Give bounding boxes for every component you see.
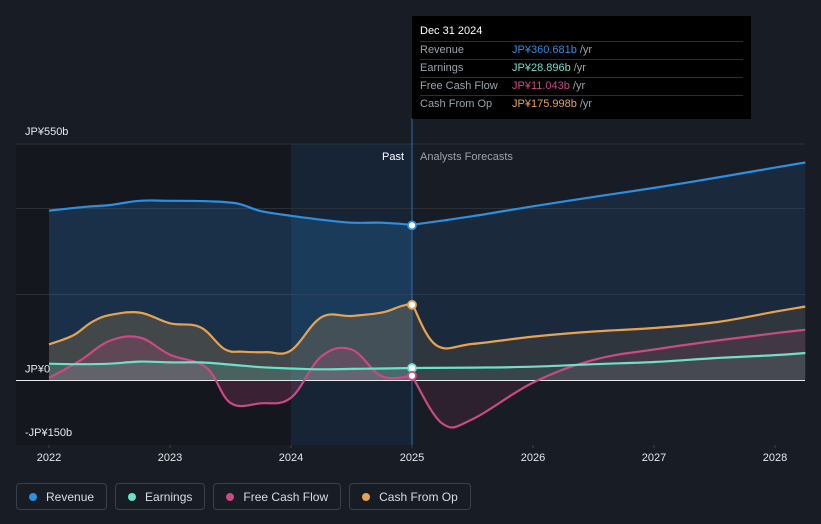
y-tick-label: JP¥0 [25, 364, 50, 376]
tooltip-row-free-cash-flow: Free Cash Flow JP¥11.043b /yr [420, 77, 743, 95]
y-tick-label: JP¥550b [25, 126, 68, 138]
data-tooltip: Dec 31 2024 Revenue JP¥360.681b /yr Earn… [412, 16, 751, 119]
tooltip-label: Earnings [420, 62, 464, 74]
free-cash-flow-forecast-area [412, 329, 806, 428]
tooltip-value: JP¥360.681b [512, 44, 577, 56]
earnings-forecast-area [412, 353, 806, 381]
earnings-dot-icon [128, 492, 137, 501]
earnings-forecast-line [411, 351, 806, 370]
legend-item-revenue[interactable]: Revenue [16, 483, 108, 510]
tooltip-label: Cash From Op [420, 98, 493, 110]
past-label: Past [382, 151, 404, 163]
legend-label: Free Cash Flow [243, 489, 329, 504]
tooltip-unit: /yr [573, 62, 586, 74]
legend-item-earnings[interactable]: Earnings [115, 483, 206, 510]
tooltip-label: Revenue [420, 44, 465, 56]
x-tick-label: 2022 [37, 452, 61, 464]
x-tick-label: 2027 [642, 452, 666, 464]
free-cash-flow-forecast-line [411, 328, 806, 429]
free-cash-flow-marker [407, 370, 417, 381]
tooltip-value: JP¥175.998b [512, 98, 577, 110]
forecast-label: Analysts Forecasts [420, 151, 513, 163]
x-tick-label: 2028 [763, 452, 787, 464]
tooltip-date: Dec 31 2024 [420, 25, 483, 37]
free-cash-flow-dot-icon [226, 492, 235, 501]
legend-item-free-cash-flow[interactable]: Free Cash Flow [213, 483, 342, 510]
x-tick-label: 2024 [279, 452, 303, 464]
legend-label: Earnings [145, 489, 193, 504]
cash-from-op-marker [407, 299, 417, 310]
x-tick-label: 2026 [521, 452, 545, 464]
free-cash-flow-past-area [49, 336, 412, 407]
free-cash-flow-past-line [48, 335, 413, 408]
legend-label: Revenue [46, 489, 95, 504]
revenue-forecast-line [411, 161, 806, 226]
earnings-past-line [48, 360, 413, 371]
y-tick-label: -JP¥150b [25, 427, 72, 439]
x-tick-label: 2025 [400, 452, 424, 464]
cash-from-op-past-line [48, 302, 413, 355]
tooltip-label: Free Cash Flow [420, 80, 498, 92]
legend-item-cash-from-op[interactable]: Cash From Op [349, 483, 471, 510]
tooltip-unit: /yr [579, 44, 593, 56]
earnings-past-area [49, 361, 412, 381]
cash-from-op-forecast-line [411, 302, 806, 350]
revenue-past-area [49, 200, 412, 381]
cash-from-op-forecast-area [412, 303, 806, 381]
revenue-forecast-area [412, 162, 806, 381]
revenue-past-line [48, 199, 413, 226]
legend-label: Cash From Op [379, 489, 458, 504]
cash-from-op-dot-icon [362, 492, 371, 501]
tooltip-value: JP¥11.043b [512, 80, 570, 92]
revenue-marker [407, 220, 417, 231]
tooltip-row-earnings: Earnings JP¥28.896b /yr [420, 59, 743, 77]
tooltip-row-cash-from-op: Cash From Op JP¥175.998b /yr [420, 95, 743, 113]
chart-legend: Revenue Earnings Free Cash Flow Cash Fro… [16, 483, 471, 512]
x-tick-label: 2023 [158, 452, 182, 464]
tooltip-value: JP¥28.896b [512, 62, 571, 74]
revenue-dot-icon [29, 492, 37, 501]
tooltip-unit: /yr [579, 98, 593, 110]
tooltip-unit: /yr [572, 80, 586, 92]
tooltip-row-revenue: Revenue JP¥360.681b /yr [420, 41, 743, 59]
